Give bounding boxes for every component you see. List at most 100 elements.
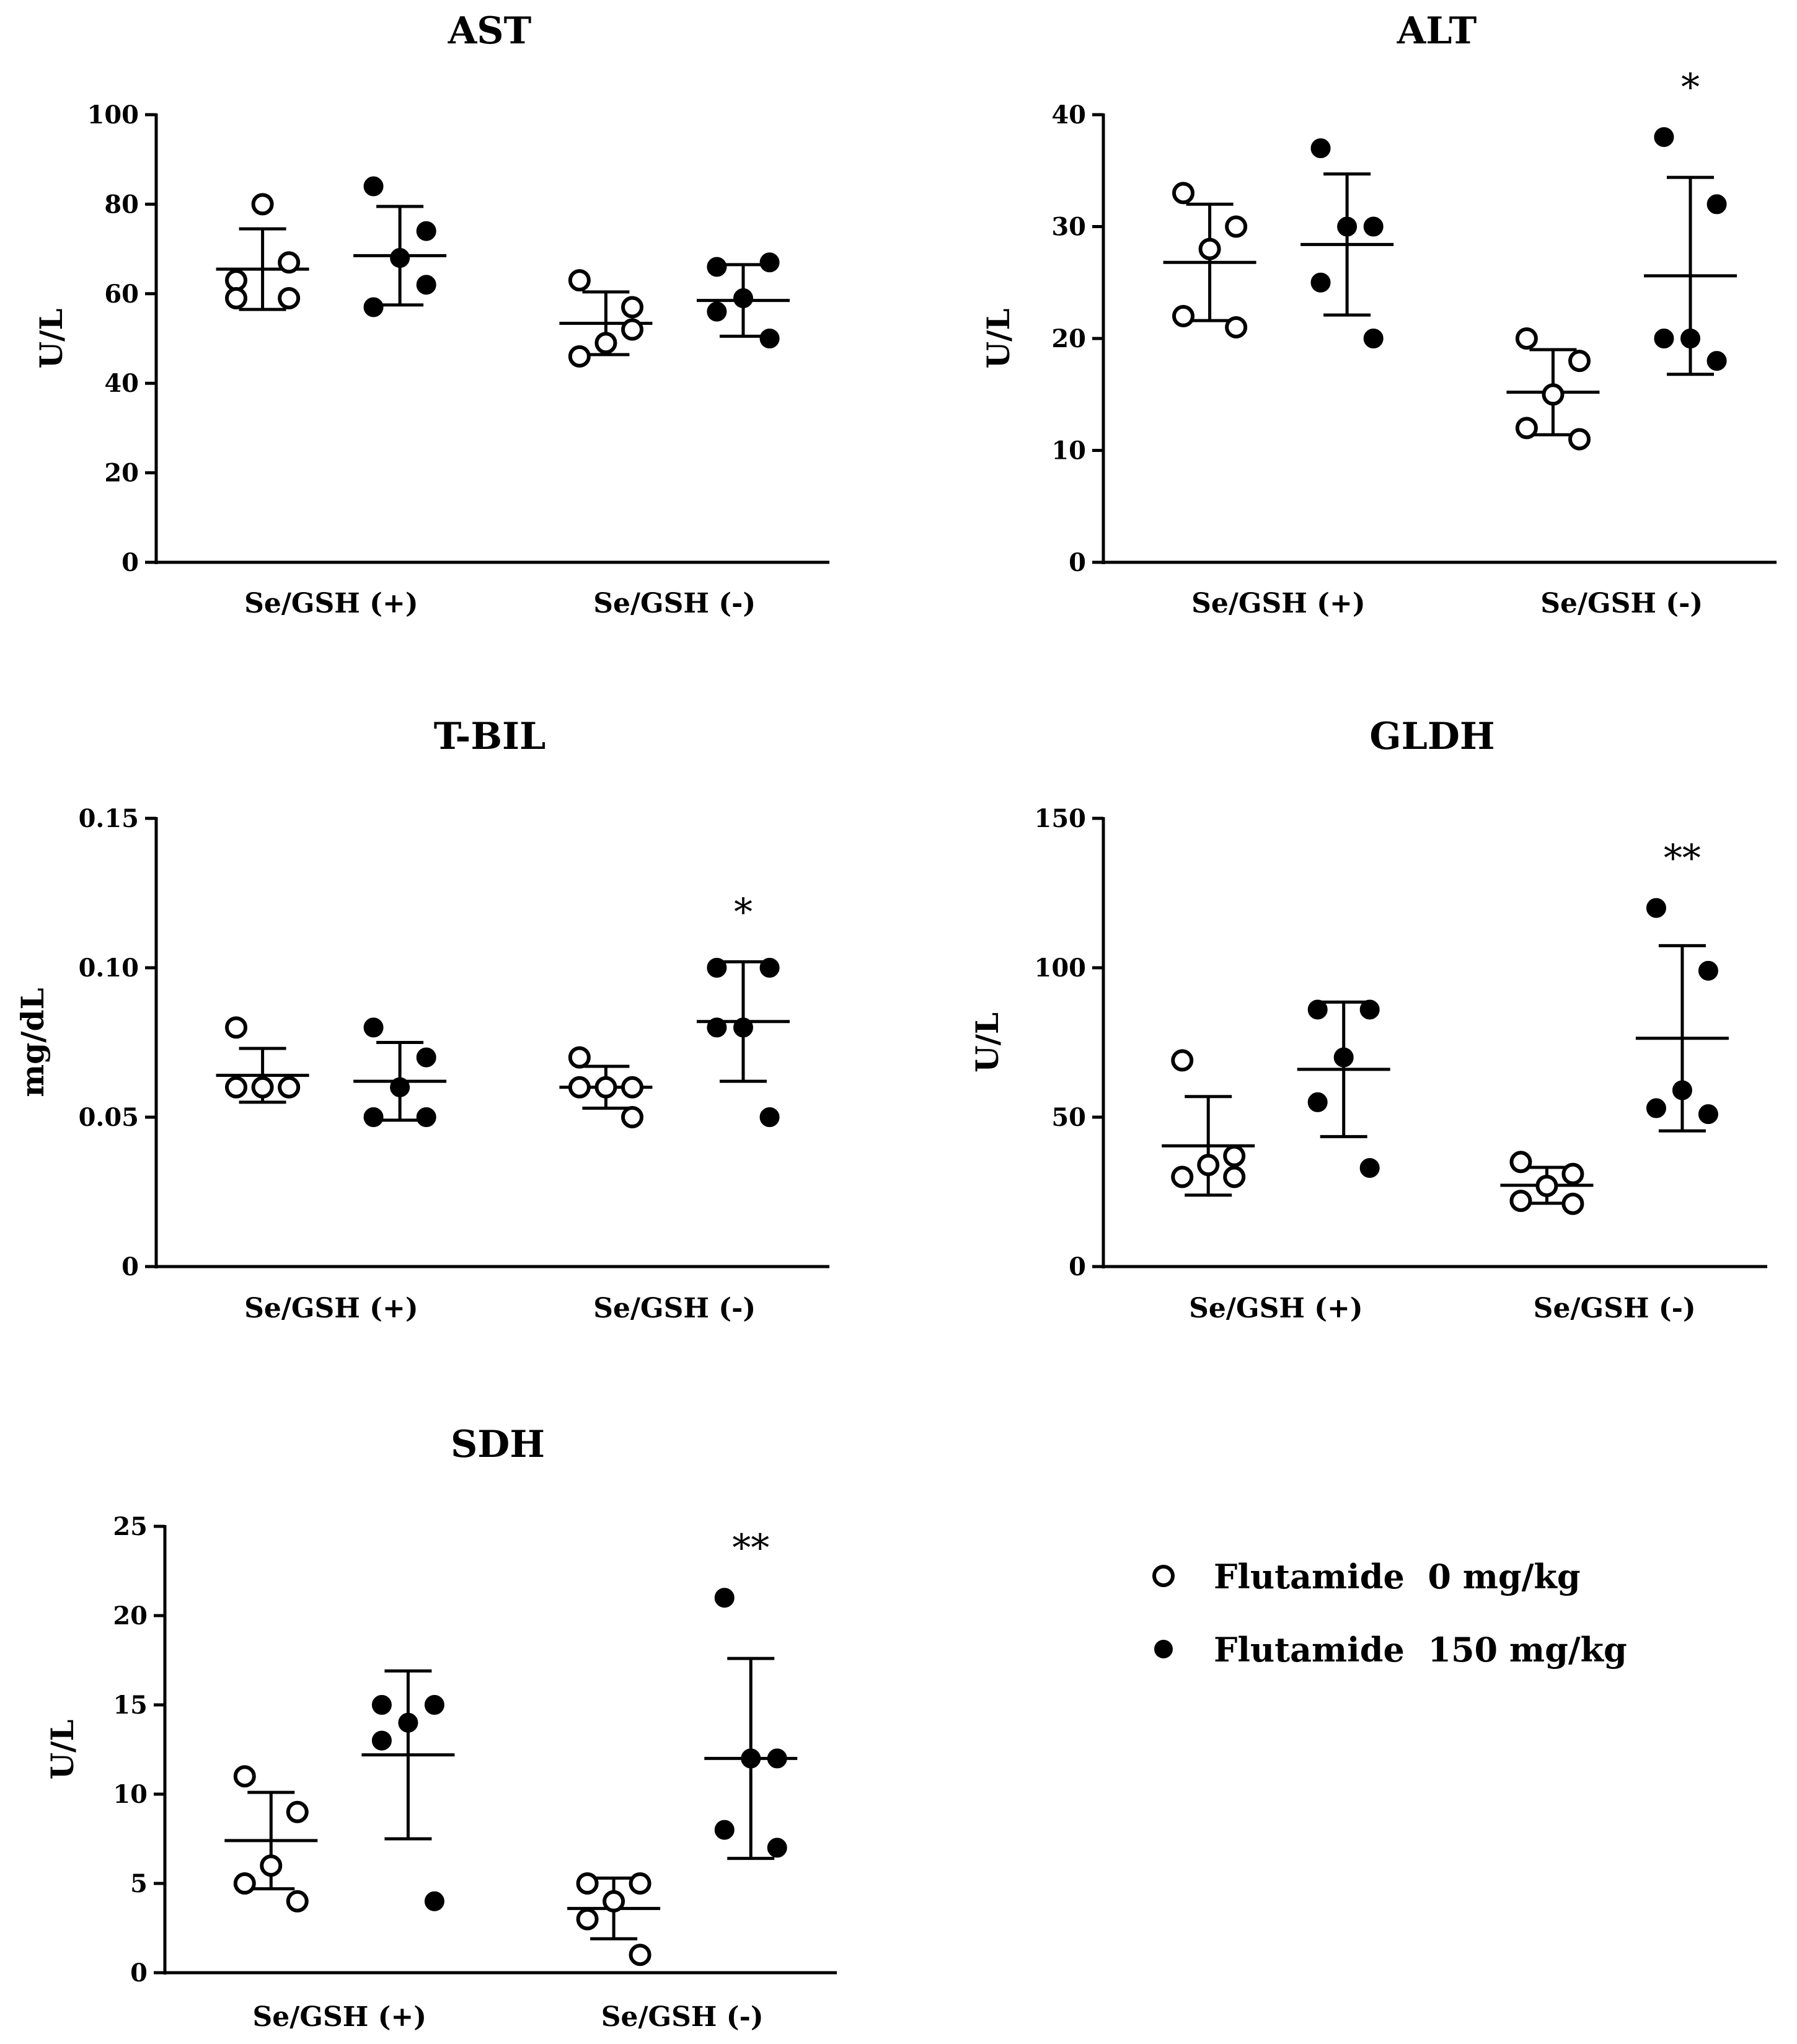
y-tick-label: 5: [130, 1869, 148, 1898]
y-axis-label: U/L: [969, 1012, 1005, 1073]
y-tick-label: 30: [1051, 213, 1086, 242]
data-point-filled: [759, 252, 780, 273]
data-point-open: [1542, 383, 1565, 406]
data-point-open: [233, 1872, 256, 1895]
data-point-open: [594, 332, 617, 355]
data-point-filled: [363, 176, 384, 197]
y-tick-label: 20: [104, 459, 139, 488]
data-point-open: [1225, 215, 1248, 238]
data-point-open: [1535, 1174, 1558, 1197]
y-tick-label: 0.10: [79, 953, 139, 983]
data-point-filled: [1646, 1098, 1666, 1118]
data-point-filled: [759, 1107, 780, 1127]
y-axis-label: U/L: [44, 1719, 81, 1779]
data-point-filled: [759, 329, 780, 348]
data-point-filled: [1706, 351, 1727, 371]
data-point-open: [1197, 1154, 1220, 1177]
data-point-filled: [363, 1017, 384, 1038]
data-point-filled: [1654, 127, 1674, 148]
data-point-filled: [390, 248, 410, 268]
data-point-filled: [416, 1107, 436, 1127]
y-tick-label: 10: [1051, 436, 1086, 466]
data-point-filled: [363, 1107, 384, 1127]
y-tick-label: 40: [1051, 100, 1086, 130]
data-point-filled: [371, 1730, 392, 1751]
data-point-open: [1198, 237, 1221, 260]
data-point-filled: [707, 301, 727, 322]
y-tick-label: 0: [121, 548, 139, 577]
x-tick-label: Se/GSH (+): [1189, 1293, 1363, 1324]
data-point-open: [1223, 1144, 1246, 1167]
data-point-filled: [416, 1047, 436, 1068]
y-tick-label: 20: [1051, 324, 1086, 353]
y-tick-label: 50: [1051, 1103, 1086, 1132]
x-tick-label: Se/GSH (-): [593, 588, 756, 619]
y-tick-label: 40: [104, 369, 139, 398]
panel-ast: AST U/L 0 20 40 60 80 100 Se/GSH (+) Se/GSH (-): [33, 9, 829, 619]
data-point-open: [260, 1854, 283, 1877]
y-tick-label: 0: [1069, 548, 1086, 577]
data-point-open: [225, 1076, 248, 1099]
data-point-filled: [733, 1017, 753, 1038]
y-tick-label: 0.15: [79, 804, 139, 833]
data-point-filled: [1646, 898, 1666, 918]
data-point-filled: [1363, 329, 1384, 348]
panel-title: T-BIL: [434, 715, 546, 758]
y-tick-label: 15: [113, 1691, 148, 1720]
data-point-filled: [416, 275, 436, 295]
data-point-open: [251, 1076, 274, 1099]
panel-title: GLDH: [1369, 715, 1495, 758]
data-point-open: [568, 345, 591, 368]
significance-marker: **: [1664, 837, 1701, 880]
data-point-filled: [714, 1820, 735, 1840]
legend-marker-filled: [1154, 1640, 1173, 1658]
panel-title: SDH: [451, 1423, 545, 1466]
data-point-filled: [1654, 329, 1674, 348]
data-point-open: [568, 269, 591, 292]
data-point-open: [568, 1046, 591, 1069]
data-point-filled: [1363, 216, 1384, 237]
data-point-open: [576, 1908, 599, 1931]
data-point-open: [251, 193, 274, 216]
data-point-open: [286, 1800, 309, 1823]
data-point-open: [629, 1872, 651, 1895]
data-point-filled: [707, 1017, 727, 1038]
panel-sdh: SDH U/L 0 5 10 15 20 25 Se/GSH (+) Se/GSH (-) **: [44, 1423, 837, 2033]
data-point-open: [568, 1076, 591, 1099]
data-point-open: [278, 287, 301, 310]
data-point-filled: [1307, 999, 1328, 1020]
data-point-open: [278, 1076, 301, 1099]
panel-title: AST: [448, 9, 532, 53]
data-point-open: [1223, 1166, 1246, 1188]
data-point-filled: [1359, 1157, 1380, 1178]
panel-title: ALT: [1397, 9, 1477, 53]
data-point-open: [1171, 1049, 1194, 1072]
y-tick-label: 0: [121, 1252, 139, 1281]
y-tick-label: 0: [1069, 1252, 1086, 1281]
data-point-filled: [1698, 960, 1718, 981]
data-point-open: [1509, 1151, 1532, 1174]
data-point-open: [1568, 428, 1591, 451]
data-point-filled: [1307, 1092, 1328, 1112]
x-tick-label: Se/GSH (+): [253, 2001, 427, 2033]
data-point-filled: [759, 958, 780, 978]
data-point-open: [1561, 1192, 1584, 1215]
y-tick-label: 100: [87, 100, 139, 130]
data-point-open: [225, 1016, 248, 1039]
data-point-filled: [1310, 138, 1331, 159]
y-axis-label: U/L: [980, 308, 1017, 368]
data-point-filled: [741, 1748, 761, 1769]
data-point-open: [603, 1890, 625, 1913]
data-point-filled: [424, 1695, 444, 1715]
x-tick-label: Se/GSH (-): [593, 1293, 756, 1324]
data-point-filled: [371, 1695, 392, 1715]
x-tick-label: Se/GSH (-): [1540, 588, 1703, 619]
data-point-filled: [424, 1891, 444, 1911]
data-point-open: [233, 1765, 256, 1788]
data-point-open: [1515, 327, 1538, 350]
x-tick-label: Se/GSH (-): [1534, 1293, 1696, 1324]
data-point-filled: [767, 1838, 787, 1858]
legend-marker-open: [1152, 1565, 1175, 1587]
data-point-filled: [363, 297, 384, 317]
